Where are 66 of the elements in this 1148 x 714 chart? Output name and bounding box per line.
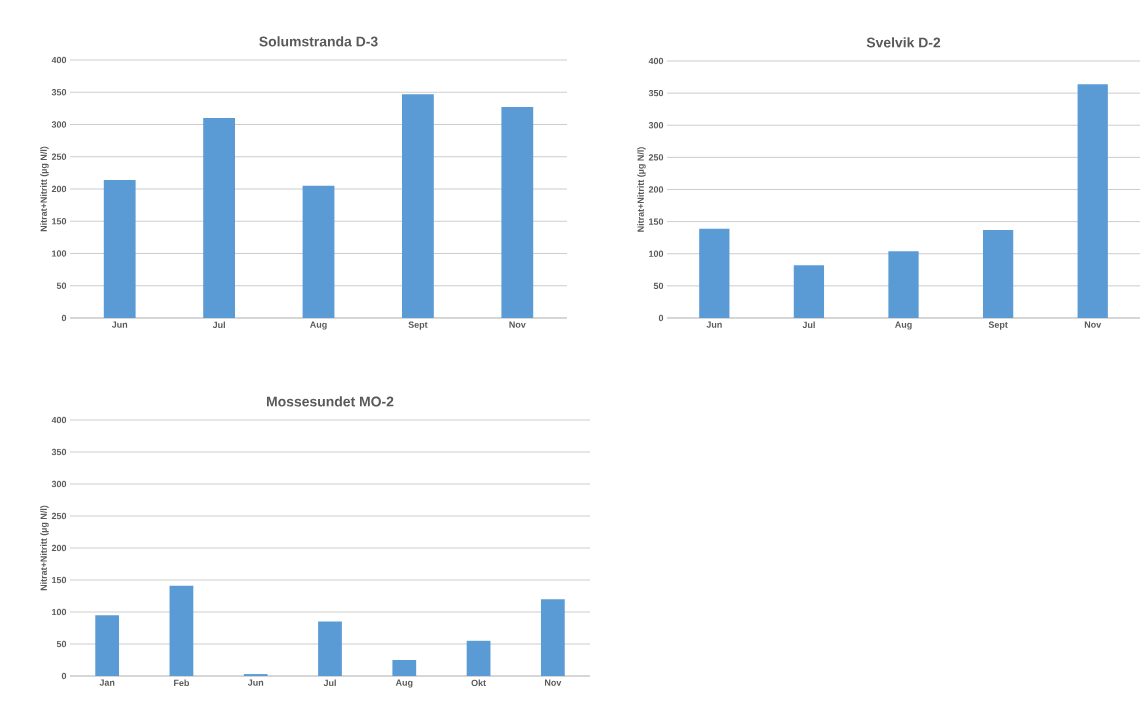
y-tick-label: 300 [648,122,664,129]
y-tick-label: 350 [648,89,664,97]
y-tick-label: 200 [648,186,664,193]
bar [103,179,136,318]
x-tick-label: Aug [895,321,912,330]
x-tick-label: Nov [509,321,526,328]
bar [169,585,194,676]
bar [888,251,919,318]
y-tick-label: 350 [51,448,67,456]
bar [1077,84,1108,318]
x-tick-label: Sept [988,321,1008,330]
bar [982,229,1014,318]
y-tick-label: 0 [61,672,67,680]
y-tick-label: 250 [51,153,67,160]
y-tick-label: 250 [648,154,664,161]
x-tick-label: Jun [247,679,264,686]
x-tick-label: Jun [706,321,722,328]
bar [501,107,534,318]
bar [95,615,120,676]
y-tick-label: 0 [61,314,67,322]
y-tick-label: 150 [52,218,67,225]
x-tick-label: Jul [323,679,336,687]
chart-title: Solumstranda D-3 [259,36,378,47]
x-tick-label: Aug [310,321,327,330]
y-tick-label: 150 [649,218,664,225]
y-axis-title: Nitrat+Nitritt (µg N/l) [637,147,646,232]
x-tick-label: Okt [471,679,486,687]
bar [793,265,825,318]
y-tick-label: 50 [653,282,664,290]
chart-title: Mossesundet MO-2 [267,396,394,407]
bar [302,185,335,318]
x-tick-label: Feb [174,679,190,687]
y-tick-label: 300 [51,480,67,488]
y-tick-label: 200 [51,185,67,193]
y-tick-label: 100 [52,608,67,616]
y-tick-label: 0 [658,314,664,322]
y-tick-label: 350 [51,89,67,96]
y-tick-label: 200 [51,544,67,552]
x-tick-label: Sept [408,321,428,330]
chart-title: Svelvik D-2 [866,37,941,48]
y-tick-label: 100 [52,250,67,257]
y-tick-label: 250 [51,512,67,520]
y-tick-label: 150 [52,576,67,584]
bar [466,640,491,676]
y-tick-label: 400 [51,56,67,64]
y-tick-label: 100 [649,250,664,257]
x-tick-label: Nov [1084,321,1102,328]
y-axis-title: Nitrat+Nitritt (µg N/l) [40,146,49,232]
y-tick-label: 400 [648,57,664,65]
x-tick-label: Jul [802,321,815,329]
bar [203,118,236,318]
y-axis-title: Nitrat+Nitritt (µg N/l) [40,505,49,591]
x-tick-label: Jan [99,679,115,686]
bar [699,228,730,318]
x-tick-label: Jul [212,321,225,329]
x-tick-label: Aug [395,679,413,688]
y-tick-label: 400 [51,416,67,424]
y-tick-label: 50 [56,640,67,648]
bar [392,660,417,676]
y-tick-label: 300 [51,121,67,128]
x-tick-label: Nov [544,679,562,686]
bar [540,599,565,676]
bar [318,621,342,676]
x-tick-label: Jun [111,321,128,328]
bar [402,94,434,318]
y-tick-label: 50 [56,282,67,289]
